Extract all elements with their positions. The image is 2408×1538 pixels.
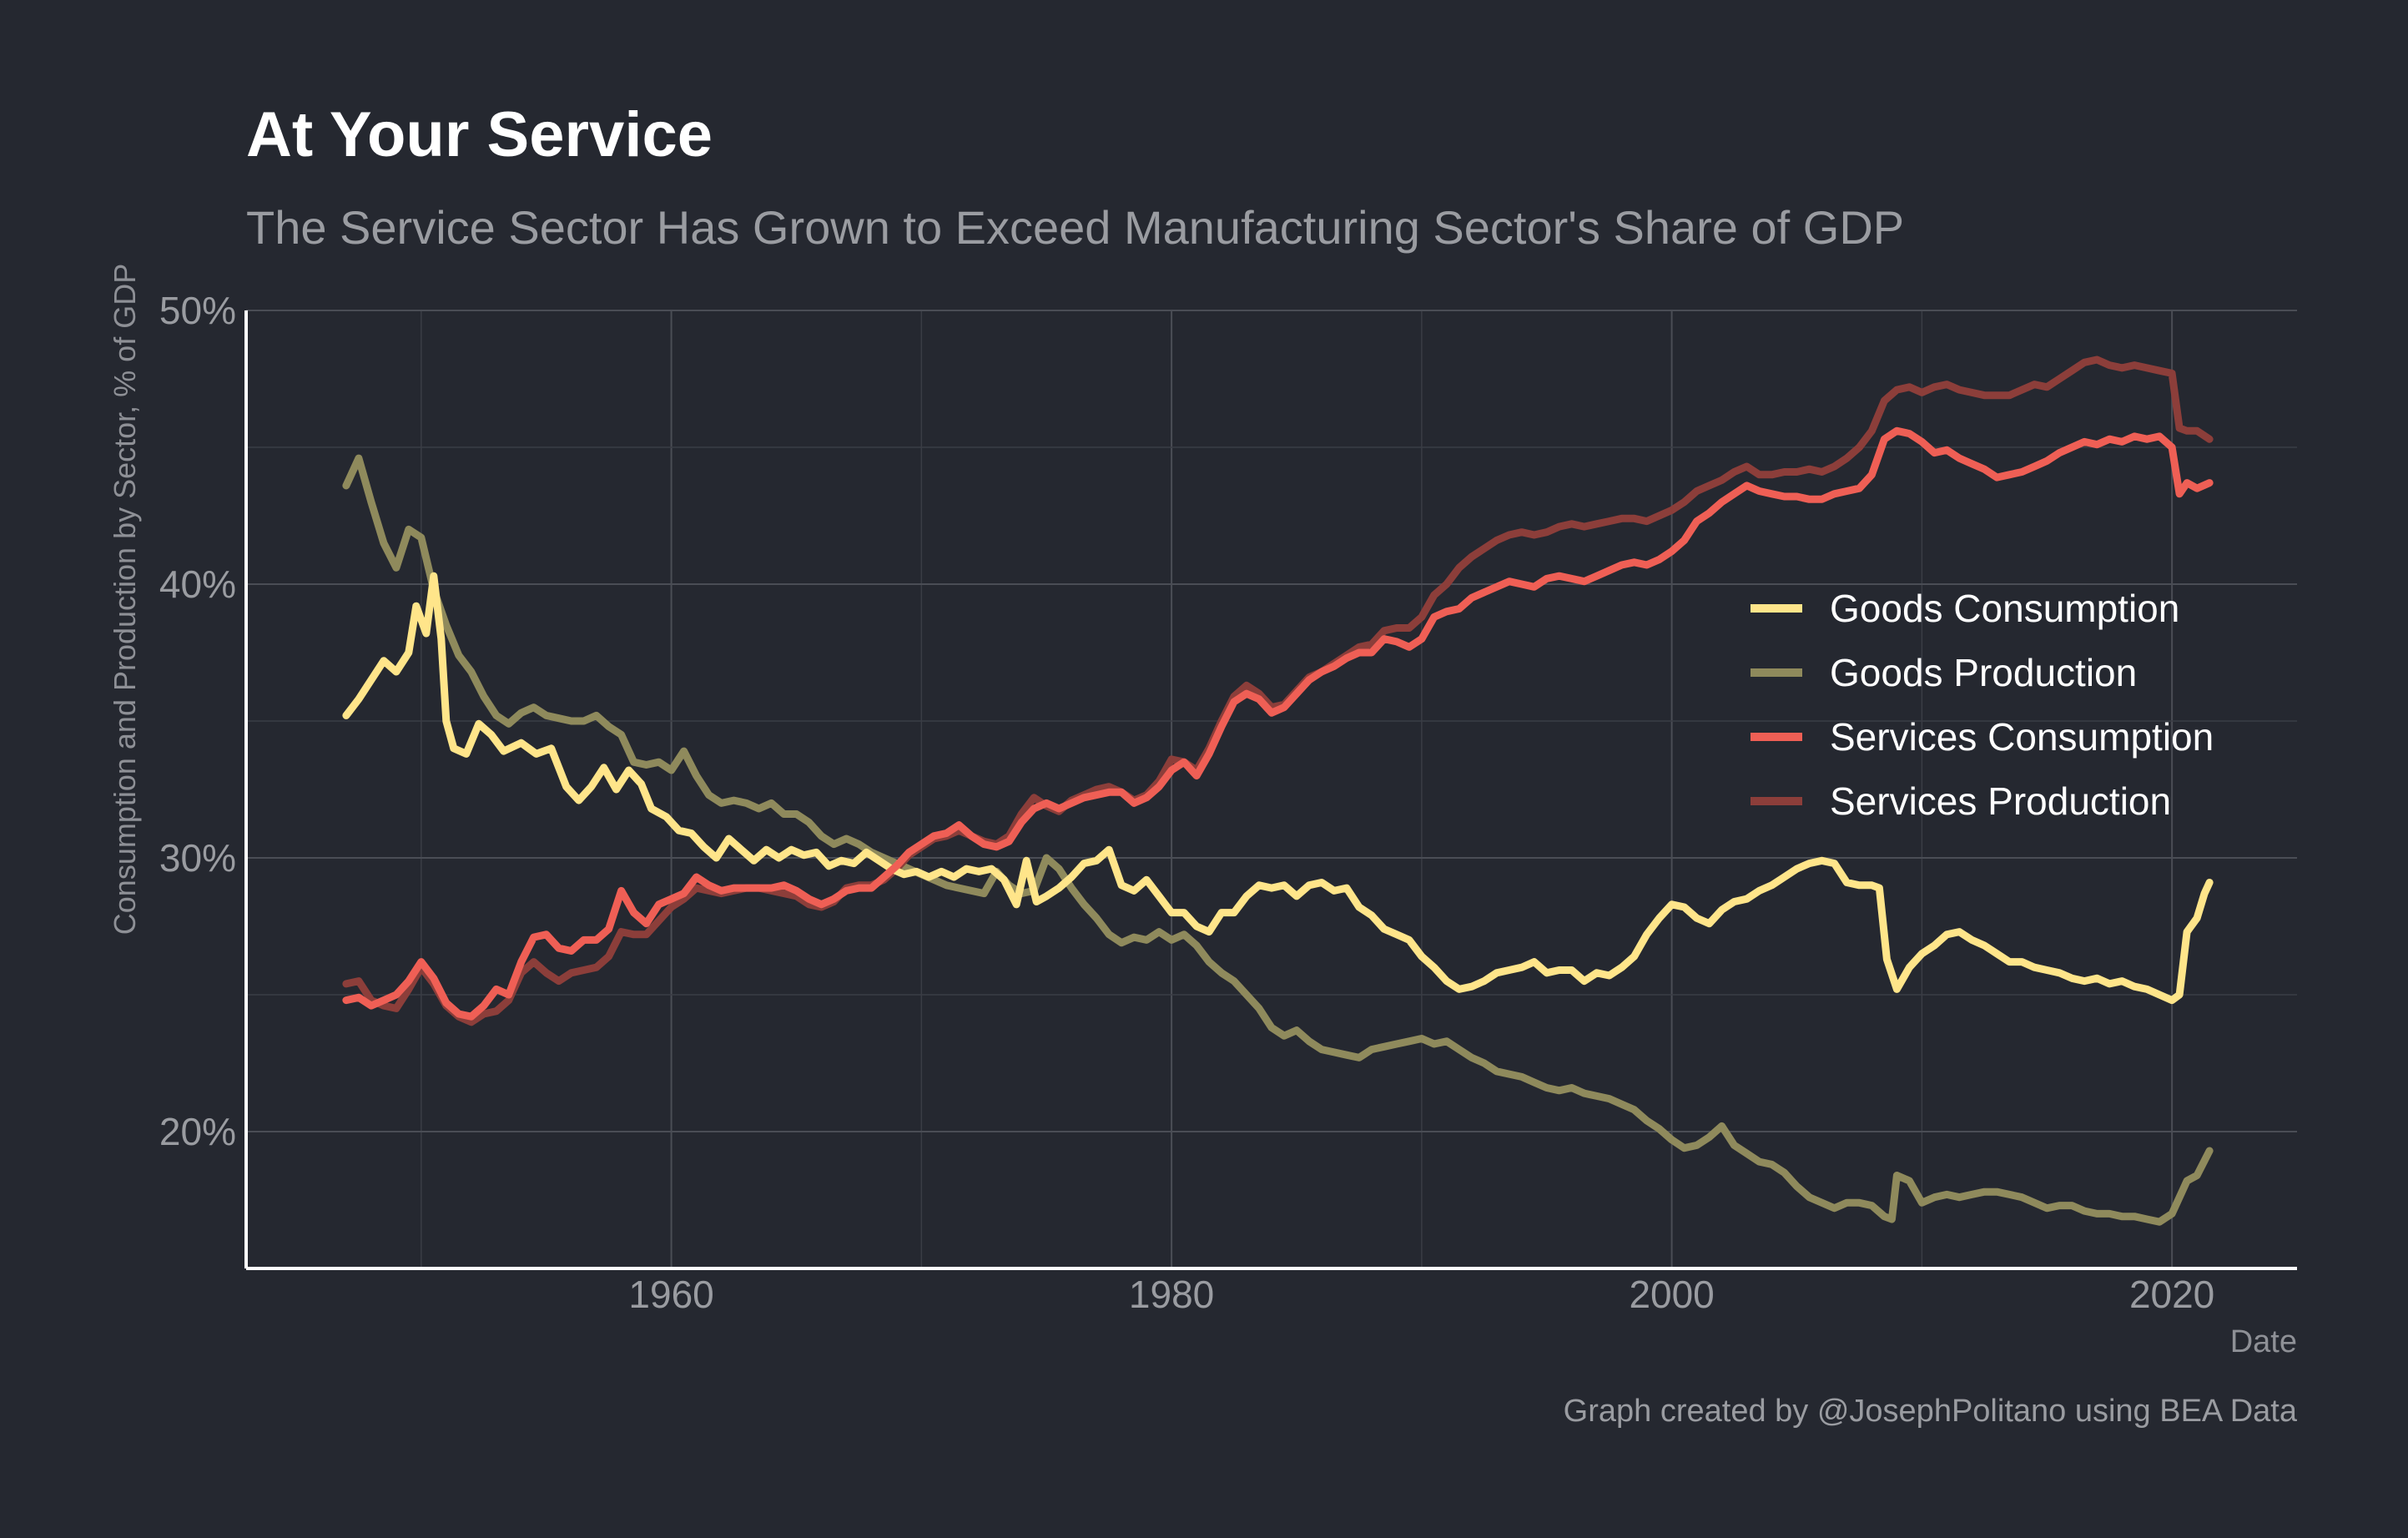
x-tick-labels: 1960 1980 2000 2020 <box>628 1273 2214 1316</box>
y-tick-label: 30% <box>159 836 236 880</box>
axes <box>244 310 2297 1270</box>
series-line-goods-production <box>342 454 2214 1226</box>
y-tick-label: 20% <box>159 1110 236 1153</box>
chart-title: At Your Service <box>246 99 713 170</box>
series-group <box>342 356 2214 1226</box>
legend: Goods Consumption Goods Production Service… <box>1751 587 2214 823</box>
series-line-goods-consumption <box>342 572 2214 1005</box>
y-tick-label: 50% <box>159 289 236 332</box>
x-axis-label: Date <box>2230 1324 2297 1359</box>
x-tick-label: 1960 <box>628 1273 713 1316</box>
x-tick-label: 2020 <box>2129 1273 2214 1316</box>
chart-subtitle: The Service Sector Has Grown to Exceed M… <box>246 201 1904 254</box>
chart-caption: Graph created by @JosephPolitano using B… <box>1564 1394 2298 1429</box>
legend-label: Services Production <box>1830 779 2171 823</box>
y-tick-labels: 20% 30% 40% 50% <box>159 289 236 1153</box>
series-line-services-consumption <box>342 426 2214 1021</box>
y-tick-label: 40% <box>159 562 236 606</box>
x-tick-label: 1980 <box>1129 1273 1214 1316</box>
x-tick-label: 2000 <box>1629 1273 1714 1316</box>
legend-label: Goods Consumption <box>1830 587 2179 630</box>
legend-label: Services Consumption <box>1830 715 2214 759</box>
legend-label: Goods Production <box>1830 651 2137 694</box>
y-axis-label: Consumption and Production by Sector, % … <box>108 264 142 935</box>
